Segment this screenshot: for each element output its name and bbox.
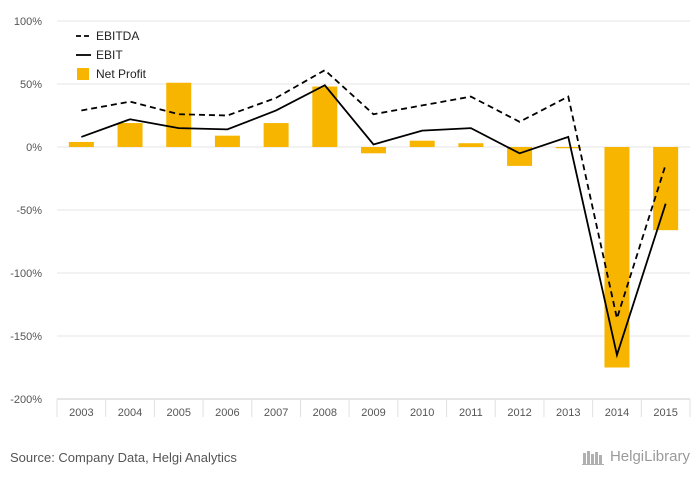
x-tick-label: 2003	[69, 407, 93, 419]
axes: -200% -150% -100% -50% 0% 50% 100% 2003 2004 2005…	[10, 16, 691, 419]
y-tick-label: -50%	[16, 205, 42, 217]
x-tick-label: 2012	[507, 407, 531, 419]
net-profit-bar	[166, 82, 192, 147]
legend-label: EBIT	[96, 48, 123, 62]
net-profit-bar	[604, 147, 630, 368]
ebit-line	[81, 84, 667, 359]
x-tick-label: 2008	[313, 407, 337, 419]
legend-swatch	[77, 68, 89, 80]
legend-label: EBITDA	[96, 29, 139, 43]
library-icon	[581, 450, 604, 465]
net-profit-bar	[68, 141, 94, 147]
net-profit-bar	[361, 147, 386, 154]
x-tick-label: 2009	[361, 407, 385, 419]
x-tick-label: 2006	[215, 407, 239, 419]
brand-name: HelgiLibrary	[609, 448, 690, 465]
net-profit-bar	[117, 123, 143, 147]
x-tick-label: 2007	[264, 407, 288, 419]
x-tick-label: 2013	[556, 407, 580, 419]
x-tick-label: 2014	[605, 407, 629, 419]
x-tick-label: 2005	[166, 407, 190, 419]
x-tick-label: 2011	[459, 407, 483, 419]
grid	[57, 20, 690, 400]
y-tick-label: -100%	[10, 268, 42, 280]
y-tick-label: -150%	[10, 331, 42, 343]
x-tick-label: 2004	[118, 407, 142, 419]
brand-logo: HelgiLibrary	[581, 448, 690, 465]
ebitda-line	[81, 69, 667, 322]
x-tick-label: 2010	[410, 407, 434, 419]
net-profit-bar	[458, 143, 484, 147]
y-tick-label: 50%	[20, 79, 42, 91]
source-note: Source: Company Data, Helgi Analytics	[10, 450, 237, 465]
net-profit-bar	[214, 135, 240, 147]
x-tick-label: 2015	[653, 407, 677, 419]
net-profit-bar	[653, 147, 679, 231]
net-profit-bar	[555, 147, 581, 149]
legend: EBITDA EBIT Net Profit	[76, 29, 147, 81]
y-tick-label: -200%	[10, 394, 42, 406]
legend-label: Net Profit	[96, 67, 147, 81]
y-tick-label: 100%	[14, 16, 42, 28]
lines	[81, 69, 667, 359]
y-tick-label: 0%	[26, 142, 42, 154]
net-profit-bar	[263, 123, 289, 147]
net-profit-bar	[409, 140, 435, 147]
